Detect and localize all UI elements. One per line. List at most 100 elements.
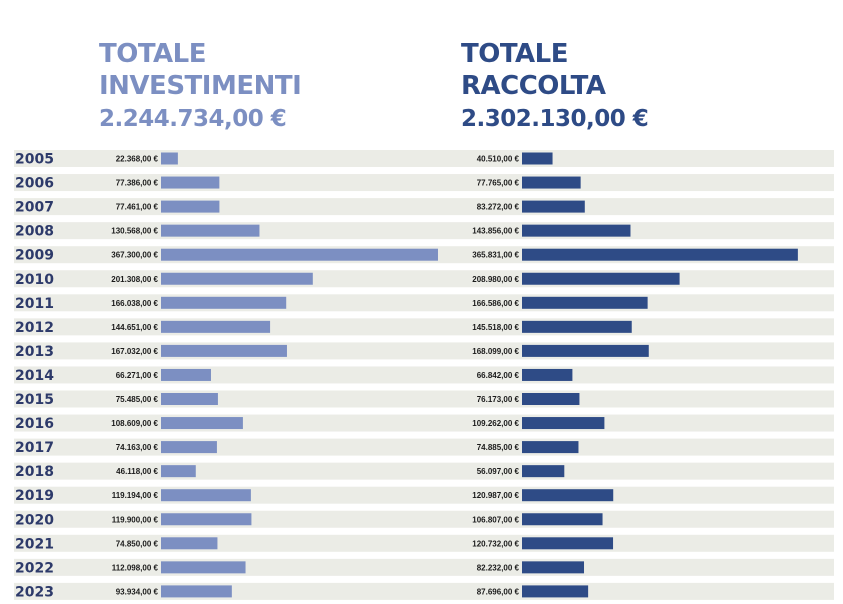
raccolta-value-label: 40.510,00 € — [477, 155, 520, 164]
investimenti-bar — [161, 393, 218, 405]
row-background — [14, 390, 834, 408]
year-label: 2008 — [15, 224, 54, 240]
investimenti-value-label: 119.194,00 € — [112, 491, 159, 500]
raccolta-value-label: 82.232,00 € — [477, 563, 520, 572]
raccolta-bar — [522, 248, 798, 261]
raccolta-title-line2: RACCOLTA — [461, 71, 606, 101]
investimenti-value-label: 201.308,00 € — [111, 275, 158, 284]
row-background — [14, 462, 834, 480]
investimenti-value-label: 75.485,00 € — [116, 395, 159, 404]
investimenti-value-label: 46.118,00 € — [116, 467, 158, 476]
raccolta-bar — [522, 368, 573, 381]
header-investimenti: TOTALE INVESTIMENTI 2.244.734,00 € — [99, 38, 302, 134]
raccolta-bar — [522, 200, 585, 213]
raccolta-value-label: 83.272,00 € — [477, 203, 520, 212]
year-label: 2021 — [15, 536, 54, 552]
investimenti-bar — [161, 296, 287, 309]
raccolta-bar — [522, 224, 631, 237]
raccolta-value-label: 143.856,00 € — [472, 227, 519, 236]
raccolta-bar — [522, 585, 589, 598]
investimenti-bar — [161, 368, 211, 381]
investimenti-bar — [161, 176, 220, 189]
investimenti-value-label: 130.568,00 € — [111, 227, 158, 236]
investimenti-bar — [161, 585, 232, 598]
investimenti-value-label: 108.609,00 € — [111, 419, 158, 428]
investimenti-bar — [161, 441, 217, 454]
investimenti-bar — [161, 200, 220, 213]
investimenti-value-label: 77.386,00 € — [116, 179, 159, 188]
investimenti-value-label: 93.934,00 € — [116, 587, 159, 596]
investimenti-bar — [161, 465, 196, 478]
raccolta-bar — [522, 513, 603, 526]
investimenti-value-label: 74.163,00 € — [116, 443, 159, 452]
investimenti-bar — [161, 152, 178, 165]
raccolta-bar — [522, 272, 680, 285]
raccolta-value-label: 168.099,00 € — [472, 347, 519, 356]
raccolta-value-label: 145.518,00 € — [472, 323, 519, 332]
investimenti-title-line2: INVESTIMENTI — [99, 71, 302, 101]
raccolta-value-label: 87.696,00 € — [477, 587, 520, 596]
row-background — [14, 438, 834, 456]
year-label: 2022 — [15, 560, 54, 576]
investimenti-bar — [161, 537, 218, 550]
investimenti-value-label: 77.461,00 € — [116, 203, 159, 212]
year-label: 2009 — [15, 248, 54, 264]
raccolta-value-label: 106.807,00 € — [472, 515, 519, 524]
row-background — [14, 366, 834, 384]
year-label: 2005 — [15, 152, 54, 168]
row-background — [14, 534, 834, 552]
investimenti-bar — [161, 417, 243, 430]
investimenti-bar — [161, 320, 271, 333]
year-label: 2020 — [15, 512, 54, 528]
header-raccolta: TOTALE RACCOLTA 2.302.130,00 € — [461, 38, 649, 134]
year-label: 2012 — [15, 320, 54, 336]
raccolta-bar — [522, 417, 605, 430]
raccolta-value-label: 208.980,00 € — [472, 275, 519, 284]
year-label: 2011 — [15, 296, 54, 312]
year-label: 2014 — [15, 368, 54, 384]
raccolta-value-label: 120.987,00 € — [472, 491, 519, 500]
investimenti-value-label: 66.271,00 € — [116, 371, 159, 380]
investimenti-bar — [161, 344, 287, 357]
raccolta-bar — [522, 489, 614, 502]
raccolta-value-label: 109.262,00 € — [472, 419, 519, 428]
raccolta-bar — [522, 176, 581, 189]
year-label: 2019 — [15, 488, 54, 504]
investimenti-title-line1: TOTALE — [99, 39, 207, 69]
raccolta-bar — [522, 393, 580, 405]
raccolta-title-line1: TOTALE — [461, 39, 569, 69]
year-label: 2016 — [15, 416, 54, 432]
raccolta-value-label: 365.831,00 € — [472, 251, 519, 260]
investimenti-value-label: 112.098,00 € — [112, 563, 159, 572]
row-background — [14, 150, 834, 167]
investimenti-bar — [161, 513, 252, 526]
raccolta-value-label: 77.765,00 € — [477, 179, 520, 188]
raccolta-bar — [522, 344, 649, 357]
investimenti-value-label: 367.300,00 € — [111, 251, 158, 260]
raccolta-bar — [522, 320, 632, 333]
raccolta-bar — [522, 465, 565, 478]
investimenti-bar — [161, 561, 246, 574]
year-label: 2007 — [15, 200, 54, 216]
raccolta-value-label: 166.586,00 € — [472, 299, 519, 308]
raccolta-total: 2.302.130,00 € — [461, 106, 649, 132]
investimenti-value-label: 167.032,00 € — [111, 347, 158, 356]
investimenti-bar — [161, 224, 260, 237]
year-label: 2018 — [15, 464, 54, 480]
investimenti-bar — [161, 272, 313, 285]
year-label: 2010 — [15, 272, 54, 288]
investimenti-total: 2.244.734,00 € — [99, 106, 287, 132]
raccolta-value-label: 76.173,00 € — [477, 395, 520, 404]
raccolta-value-label: 66.842,00 € — [477, 371, 520, 380]
year-label: 2017 — [15, 440, 54, 456]
raccolta-bar — [522, 537, 614, 550]
raccolta-value-label: 74.885,00 € — [477, 443, 520, 452]
investimenti-bar — [161, 489, 251, 502]
year-label: 2023 — [15, 584, 54, 600]
year-label: 2006 — [15, 176, 54, 192]
investimenti-value-label: 166.038,00 € — [111, 299, 158, 308]
raccolta-bar — [522, 152, 553, 165]
raccolta-bar — [522, 296, 648, 309]
raccolta-value-label: 120.732,00 € — [472, 539, 519, 548]
